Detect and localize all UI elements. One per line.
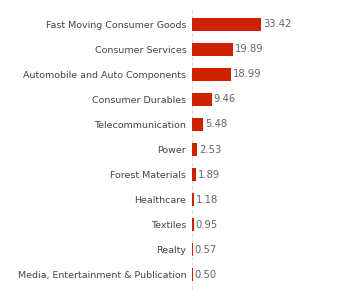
Bar — [192, 218, 194, 231]
Text: 19.89: 19.89 — [235, 44, 264, 54]
Bar — [192, 118, 203, 131]
Text: 1.18: 1.18 — [196, 195, 218, 205]
Text: 9.46: 9.46 — [213, 94, 235, 104]
Text: 2.53: 2.53 — [199, 144, 221, 155]
Text: 33.42: 33.42 — [263, 19, 291, 29]
Bar — [192, 243, 193, 257]
Bar — [192, 143, 197, 156]
Text: 1.89: 1.89 — [197, 170, 220, 180]
Bar — [192, 93, 212, 106]
Text: 18.99: 18.99 — [233, 69, 262, 79]
Bar — [192, 68, 231, 81]
Bar — [192, 269, 193, 281]
Text: 0.95: 0.95 — [195, 220, 218, 230]
Bar — [192, 193, 194, 206]
Bar — [192, 42, 233, 56]
Text: 5.48: 5.48 — [205, 119, 227, 129]
Bar — [192, 18, 261, 30]
Text: 0.50: 0.50 — [195, 270, 217, 280]
Text: 0.57: 0.57 — [195, 245, 217, 255]
Bar — [192, 168, 196, 181]
